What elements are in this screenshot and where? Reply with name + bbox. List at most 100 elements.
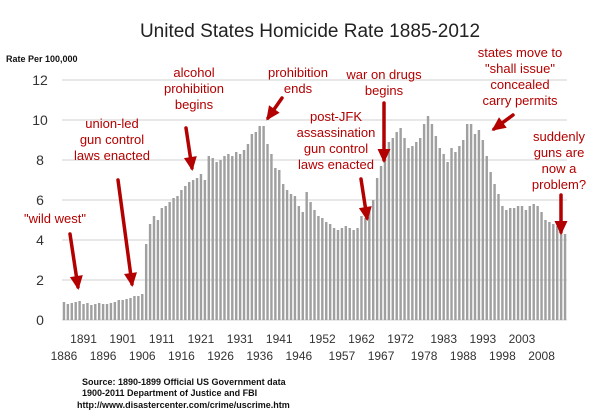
y-tick-label: 4 (36, 232, 44, 248)
annotation-text: war on drugs (345, 67, 422, 82)
bar (94, 304, 97, 320)
x-tick-label: 1896 (90, 349, 117, 363)
x-tick-label: 2003 (509, 332, 536, 346)
bar (74, 302, 77, 320)
bar (387, 142, 391, 320)
bar (137, 296, 140, 320)
bar (215, 162, 218, 320)
bar (426, 116, 430, 320)
bar (360, 216, 363, 320)
bar (242, 150, 246, 320)
annotation-arrow-head (358, 206, 372, 221)
bar (113, 302, 117, 320)
annotation-text: assassination (297, 125, 376, 140)
annotation-arrow-head (491, 117, 507, 131)
x-tick-label: 1936 (246, 349, 273, 363)
bar (344, 226, 348, 320)
y-tick-label: 8 (36, 152, 44, 168)
bar (86, 303, 89, 320)
annotation-wild-west: "wild west" (24, 211, 86, 290)
annotation-text: post-JFK (310, 109, 362, 124)
bar (532, 204, 535, 320)
bar (544, 220, 547, 320)
bar (489, 172, 492, 320)
annotation-text: problem? (532, 177, 586, 192)
y-tick-label: 10 (32, 112, 48, 128)
bar (450, 148, 453, 320)
bar (270, 154, 273, 320)
source-line-1: Source: 1890-1899 Official US Government… (82, 377, 287, 387)
bar (250, 134, 254, 320)
bar (289, 194, 293, 320)
annotation-text: states move to (478, 45, 563, 60)
bar (536, 206, 539, 320)
bar (411, 146, 414, 320)
bar (195, 178, 199, 320)
bar (262, 126, 265, 320)
bar (325, 222, 328, 320)
x-tick-label: 1957 (329, 349, 356, 363)
bar (516, 206, 520, 320)
annotation-text: gun control (80, 132, 144, 147)
bar (407, 148, 410, 320)
bar (223, 156, 226, 320)
chart-title: United States Homicide Rate 1885-2012 (140, 21, 480, 42)
bar (462, 140, 465, 320)
bar (168, 202, 171, 320)
bar (559, 230, 563, 320)
bar (555, 226, 559, 320)
x-tick-label: 1946 (285, 349, 312, 363)
bar (438, 148, 441, 320)
bar (321, 218, 324, 320)
bar (129, 298, 132, 320)
annotation-shall-issue: states move to"shall issue"concealedcarr… (478, 45, 563, 131)
annotation-text: "wild west" (24, 211, 86, 226)
bar (454, 152, 457, 320)
bar (231, 156, 234, 320)
bar (227, 154, 230, 320)
x-tick-label: 1926 (207, 349, 234, 363)
bar (497, 194, 500, 320)
x-tick-label: 1886 (51, 349, 78, 363)
annotation-text: concealed (490, 77, 549, 92)
bar (207, 156, 211, 320)
bar (368, 208, 371, 320)
bar (121, 300, 124, 320)
y-axis-ticks: 0 2 4 6 8 10 12 (32, 72, 48, 328)
bar (563, 234, 567, 320)
bar (301, 212, 304, 320)
annotation-text: laws enacted (74, 148, 150, 163)
bar (274, 168, 277, 320)
bar (356, 228, 359, 320)
bar (328, 224, 332, 320)
bar (403, 138, 406, 320)
x-tick-label: 1916 (168, 349, 195, 363)
bar (340, 228, 344, 320)
bar (199, 174, 203, 320)
annotation-text: union-led (85, 116, 139, 131)
bar (493, 184, 496, 320)
bar (485, 156, 488, 320)
bar (434, 136, 438, 320)
annotation-text: begins (365, 83, 404, 98)
bar (164, 206, 167, 320)
bar (552, 224, 555, 320)
annotation-arrow-head (377, 149, 391, 163)
annotation-text: prohibition (164, 81, 224, 96)
bar (66, 304, 70, 320)
bar (379, 166, 383, 320)
bar (418, 138, 422, 320)
bar (415, 142, 418, 320)
bar (297, 206, 301, 320)
bar (364, 218, 367, 320)
bar (278, 170, 281, 320)
bar (442, 154, 445, 320)
bar (505, 210, 508, 320)
annotation-text: suddenly (533, 129, 586, 144)
x-tick-label: 1993 (469, 332, 496, 346)
annotation-text: carry permits (482, 93, 558, 108)
